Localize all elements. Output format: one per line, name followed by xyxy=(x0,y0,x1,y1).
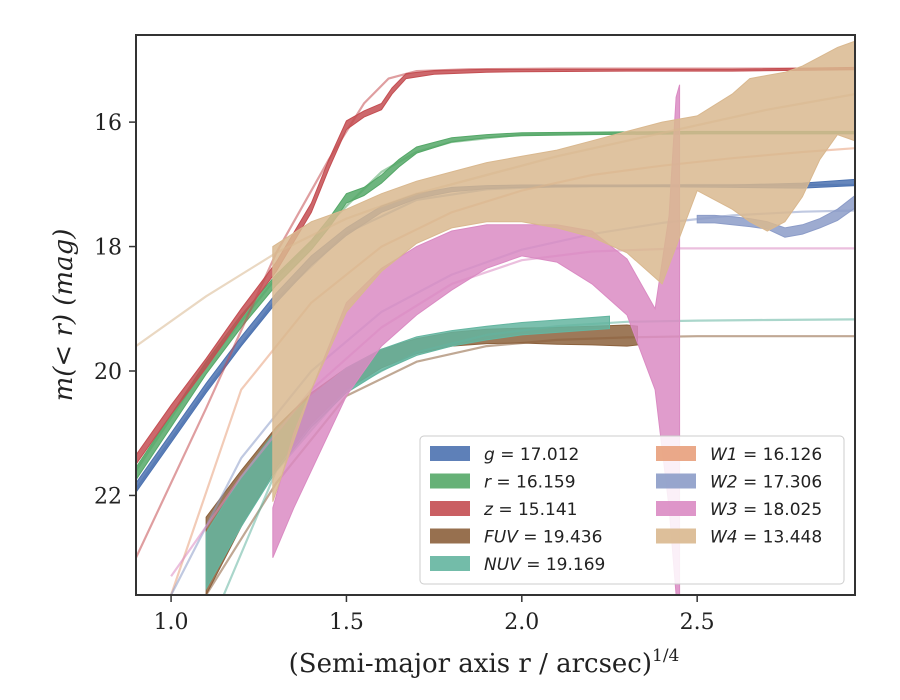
legend-label-w3: W3 = 18.025 xyxy=(710,500,822,520)
legend-label-w4: W4 = 13.448 xyxy=(710,528,822,548)
y-tick-label: 18 xyxy=(94,236,122,261)
legend-swatch-g xyxy=(430,446,470,461)
legend-swatch-w4 xyxy=(656,528,696,544)
legend-label-z: z = 15.141 xyxy=(483,500,577,520)
y-axis-title: m(< r) (mag) xyxy=(49,229,79,402)
x-tick-label: 1.0 xyxy=(154,610,189,635)
legend-label-nuv: NUV = 19.169 xyxy=(484,555,605,575)
legend-box xyxy=(419,435,845,585)
x-tick-label: 1.5 xyxy=(329,610,364,635)
x-tick-label: 2.0 xyxy=(504,610,539,635)
y-tick-label: 20 xyxy=(94,360,122,385)
tick-layer: 1.0 1.5 2.0 2.5 16 18 20 22 xyxy=(94,111,715,635)
legend-swatch-w1 xyxy=(656,446,696,461)
series-band-w4 xyxy=(272,40,855,502)
x-axis-title: (Semi-major axis r / arcsec)1/4 xyxy=(289,646,680,679)
series-layer xyxy=(136,40,855,595)
legend-items: g = 17.012 r = 16.159 z = 15.141 FUV = 19.4… xyxy=(430,445,822,575)
y-tick-label: 22 xyxy=(94,484,122,509)
legend-label-g: g = 17.012 xyxy=(484,445,579,465)
series-model-curve-z xyxy=(136,67,855,559)
legend-swatch-fuv xyxy=(430,528,470,544)
x-tick-label: 2.5 xyxy=(680,610,715,635)
legend: g = 17.012 r = 16.159 z = 15.141 FUV = 19.4… xyxy=(419,435,845,585)
legend-swatch-w2 xyxy=(656,473,696,489)
series-band-w3 xyxy=(272,84,681,595)
legend-swatch-nuv xyxy=(430,556,470,571)
legend-swatch-r xyxy=(430,473,470,489)
legend-swatch-w3 xyxy=(656,501,696,516)
legend-label-r: r = 16.159 xyxy=(484,473,576,493)
y-tick-label: 16 xyxy=(94,111,122,136)
legend-label-w1: W1 = 16.126 xyxy=(710,445,822,465)
series-model-curve-w4 xyxy=(136,93,855,347)
legend-label-fuv: FUV = 19.436 xyxy=(484,528,602,548)
plot-frame xyxy=(135,34,856,596)
legend-swatch-z xyxy=(430,501,470,516)
x-axis-title-superscript: 1/4 xyxy=(652,646,679,666)
legend-label-w2: W2 = 17.306 xyxy=(710,473,822,493)
